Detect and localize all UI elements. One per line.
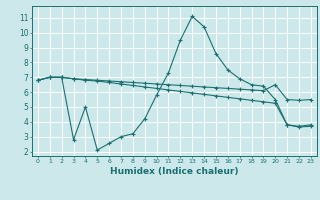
- X-axis label: Humidex (Indice chaleur): Humidex (Indice chaleur): [110, 167, 239, 176]
